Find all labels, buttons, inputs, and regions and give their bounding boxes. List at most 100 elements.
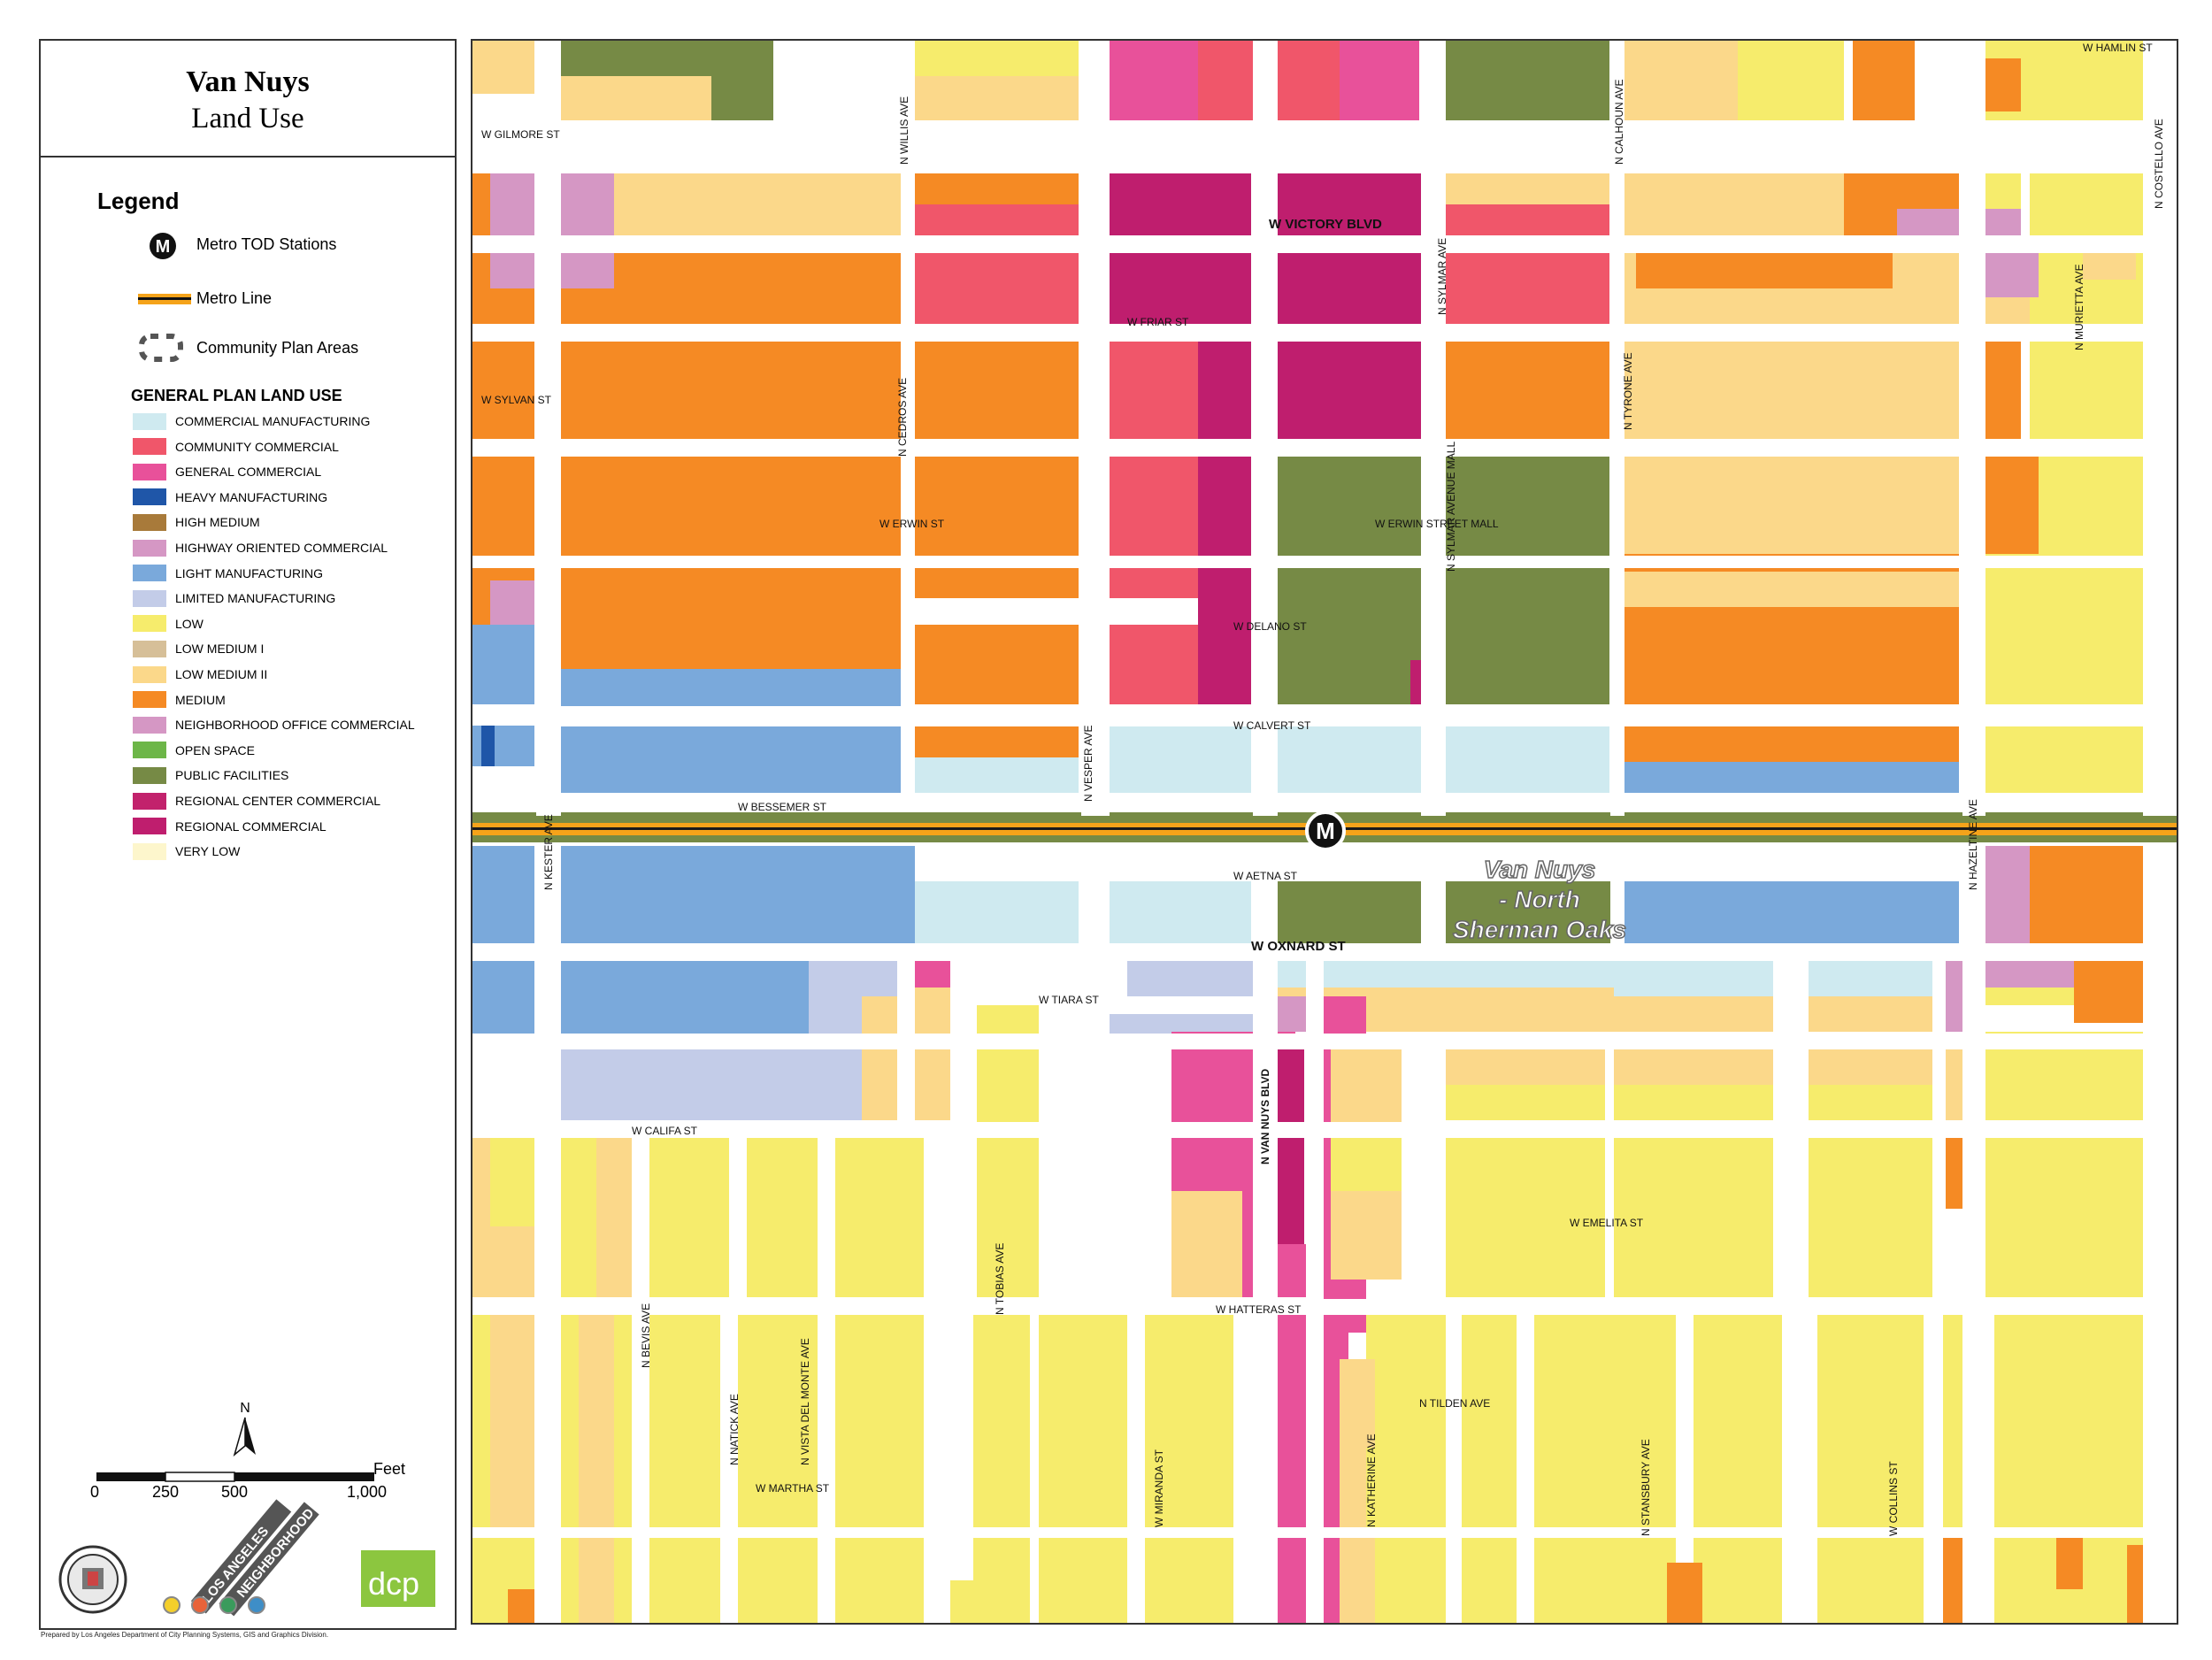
land-use-parcel[interactable] xyxy=(1614,961,1773,996)
land-use-parcel[interactable] xyxy=(1110,173,1251,235)
land-use-parcel[interactable] xyxy=(1985,625,2145,704)
land-use-parcel[interactable] xyxy=(915,881,1079,943)
land-use-parcel[interactable] xyxy=(915,988,950,1041)
land-use-parcel[interactable] xyxy=(1278,457,1437,554)
land-use-parcel[interactable] xyxy=(1897,209,1959,235)
land-use-parcel[interactable] xyxy=(561,173,915,235)
land-use-parcel[interactable] xyxy=(1446,342,1609,439)
land-use-parcel[interactable] xyxy=(508,1589,534,1625)
land-use-parcel[interactable] xyxy=(915,961,950,988)
land-use-parcel[interactable] xyxy=(1985,726,2145,793)
land-use-parcel[interactable] xyxy=(1614,625,1959,704)
land-use-parcel[interactable] xyxy=(1985,846,2030,943)
land-use-parcel[interactable] xyxy=(1278,961,1614,988)
land-use-parcel[interactable] xyxy=(1985,961,2074,988)
land-use-parcel[interactable] xyxy=(1985,457,2039,554)
land-use-parcel[interactable] xyxy=(649,1315,720,1625)
land-use-parcel[interactable] xyxy=(596,1138,632,1297)
land-use-parcel[interactable] xyxy=(915,625,1079,704)
land-use-parcel[interactable] xyxy=(1614,762,1959,793)
land-use-parcel[interactable] xyxy=(915,457,1079,554)
land-use-parcel[interactable] xyxy=(472,961,534,1041)
land-use-parcel[interactable] xyxy=(915,253,1079,324)
land-use-parcel[interactable] xyxy=(1446,1049,1605,1085)
land-use-parcel[interactable] xyxy=(1366,1448,1393,1536)
land-use-parcel[interactable] xyxy=(1817,1315,1924,1625)
map-canvas[interactable]: M W HAMLIN ST W GILMORE ST N WILLIS AVE N C… xyxy=(472,41,2178,1625)
land-use-parcel[interactable] xyxy=(1278,41,1340,120)
land-use-parcel[interactable] xyxy=(1145,1315,1233,1625)
land-use-parcel[interactable] xyxy=(1614,342,1959,439)
land-use-parcel[interactable] xyxy=(1110,253,1251,324)
land-use-parcel[interactable] xyxy=(472,846,534,943)
land-use-parcel[interactable] xyxy=(1853,41,1915,120)
land-use-parcel[interactable] xyxy=(1198,457,1251,554)
land-use-parcel[interactable] xyxy=(915,1041,950,1120)
land-use-parcel[interactable] xyxy=(1446,41,1609,120)
land-use-parcel[interactable] xyxy=(1446,204,1609,235)
land-use-parcel[interactable] xyxy=(561,342,915,439)
land-use-parcel[interactable] xyxy=(1171,1191,1242,1297)
land-use-parcel[interactable] xyxy=(1278,726,1437,793)
land-use-parcel[interactable] xyxy=(1110,881,1251,943)
land-use-parcel[interactable] xyxy=(472,625,534,704)
land-use-parcel[interactable] xyxy=(1614,881,1959,943)
land-use-parcel[interactable] xyxy=(2083,253,2136,280)
land-use-parcel[interactable] xyxy=(561,457,915,554)
land-use-parcel[interactable] xyxy=(1809,1138,1932,1297)
land-use-parcel[interactable] xyxy=(490,1138,534,1226)
land-use-parcel[interactable] xyxy=(649,1138,729,1297)
land-use-map[interactable]: M W HAMLIN ST W GILMORE ST N WILLIS AVE N C… xyxy=(471,39,2178,1625)
land-use-parcel[interactable] xyxy=(472,41,534,94)
land-use-parcel[interactable] xyxy=(1039,1315,1127,1625)
land-use-parcel[interactable] xyxy=(579,1315,614,1625)
land-use-parcel[interactable] xyxy=(1614,1085,1773,1120)
land-use-parcel[interactable] xyxy=(2074,961,2145,1023)
land-use-parcel[interactable] xyxy=(1985,342,2021,439)
land-use-parcel[interactable] xyxy=(490,342,534,403)
land-use-parcel[interactable] xyxy=(738,1315,818,1625)
land-use-parcel[interactable] xyxy=(1985,58,2021,111)
land-use-parcel[interactable] xyxy=(1809,996,1932,1032)
land-use-parcel[interactable] xyxy=(1446,1085,1605,1120)
land-use-parcel[interactable] xyxy=(1198,342,1251,439)
land-use-parcel[interactable] xyxy=(835,1315,924,1625)
land-use-parcel[interactable] xyxy=(561,253,915,324)
land-use-parcel[interactable] xyxy=(1809,1085,1932,1120)
land-use-parcel[interactable] xyxy=(561,669,915,713)
land-use-parcel[interactable] xyxy=(1985,1138,2145,1297)
land-use-parcel[interactable] xyxy=(747,1138,818,1297)
land-use-parcel[interactable] xyxy=(1446,253,1609,324)
land-use-parcel[interactable] xyxy=(490,253,534,288)
land-use-parcel[interactable] xyxy=(490,580,534,625)
land-use-parcel[interactable] xyxy=(1446,457,1609,554)
land-use-parcel[interactable] xyxy=(1667,1563,1702,1625)
land-use-parcel[interactable] xyxy=(1278,253,1437,324)
land-use-parcel[interactable] xyxy=(1614,1138,1773,1297)
land-use-parcel[interactable] xyxy=(472,457,534,554)
land-use-parcel[interactable] xyxy=(561,173,614,235)
land-use-parcel[interactable] xyxy=(1614,457,1959,554)
land-use-parcel[interactable] xyxy=(490,173,534,235)
land-use-parcel[interactable] xyxy=(1636,253,1893,288)
land-use-parcel[interactable] xyxy=(915,204,1079,235)
land-use-parcel[interactable] xyxy=(1331,1191,1402,1280)
land-use-parcel[interactable] xyxy=(561,726,915,793)
metro-tod-station[interactable]: M xyxy=(1305,811,1346,851)
land-use-parcel[interactable] xyxy=(1198,625,1251,704)
land-use-parcel[interactable] xyxy=(1446,726,1609,793)
land-use-parcel[interactable] xyxy=(1738,41,1844,120)
land-use-parcel[interactable] xyxy=(915,76,1079,120)
land-use-parcel[interactable] xyxy=(1534,1315,1676,1625)
land-use-parcel[interactable] xyxy=(1278,342,1437,439)
land-use-parcel[interactable] xyxy=(1198,41,1260,120)
land-use-parcel[interactable] xyxy=(561,625,915,669)
land-use-parcel[interactable] xyxy=(1278,173,1437,235)
land-use-parcel[interactable] xyxy=(1809,961,1932,996)
land-use-parcel[interactable] xyxy=(561,76,711,120)
land-use-parcel[interactable] xyxy=(1614,572,1959,607)
land-use-parcel[interactable] xyxy=(561,253,614,288)
land-use-parcel[interactable] xyxy=(1614,726,1959,762)
land-use-parcel[interactable] xyxy=(915,757,1079,793)
land-use-parcel[interactable] xyxy=(1614,996,1773,1032)
